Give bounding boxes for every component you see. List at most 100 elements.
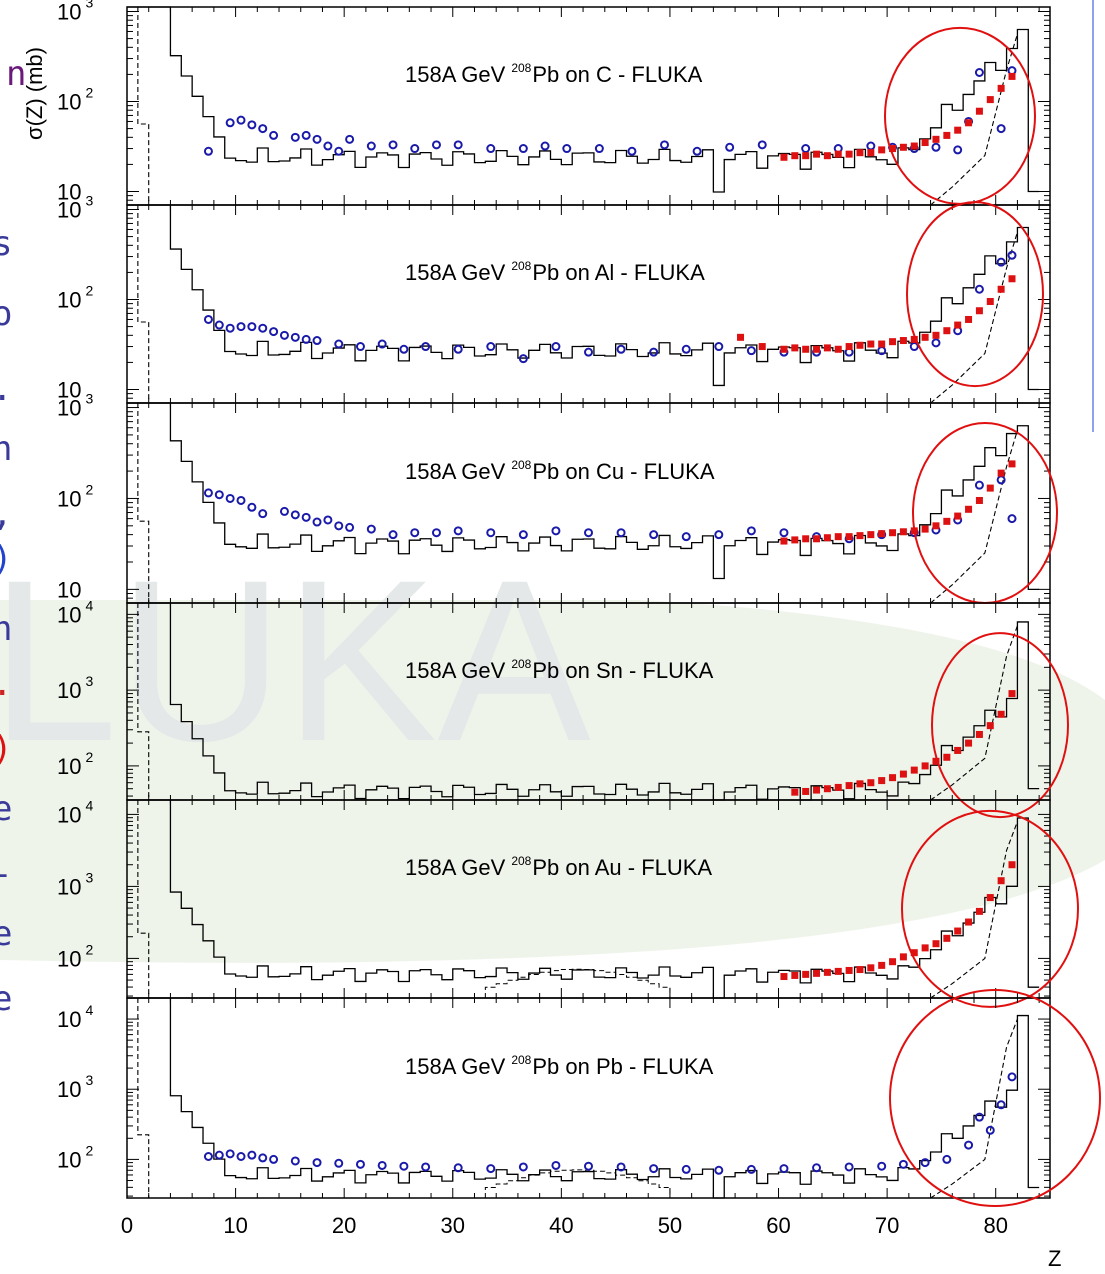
data-point-red: [867, 964, 875, 972]
data-point-red: [954, 126, 962, 134]
fluka-histogram: [127, 6, 1040, 193]
fluka-dashed-highz: [930, 231, 1018, 404]
side-char: n: [0, 609, 12, 649]
data-point-red: [867, 779, 875, 787]
data-point-red: [899, 770, 907, 778]
x-tick-label: 0: [121, 1213, 133, 1238]
data-point-blue: [540, 141, 550, 151]
data-point-red: [802, 535, 810, 543]
data-point-blue: [974, 1112, 984, 1122]
data-point-red: [932, 757, 940, 765]
data-point-blue: [236, 322, 246, 332]
side-char: s: [0, 224, 12, 264]
data-point-red: [921, 525, 929, 533]
data-point-red: [791, 536, 799, 544]
data-point-blue: [258, 124, 268, 134]
data-point-red: [780, 153, 788, 161]
fluka-dashed-lowz: [137, 603, 150, 800]
data-point-blue: [301, 130, 311, 140]
data-point-blue: [377, 339, 387, 349]
data-point-blue: [616, 1162, 626, 1172]
y-tick-label: 10 3: [57, 1072, 93, 1102]
data-point-blue: [551, 526, 561, 536]
data-point-red: [823, 785, 831, 793]
data-point-red: [943, 753, 951, 761]
data-point-blue: [518, 1162, 528, 1172]
side-char: .: [0, 369, 12, 409]
data-point-blue: [453, 526, 463, 536]
data-point-red: [932, 331, 940, 339]
data-point-red: [986, 484, 994, 492]
data-point-blue: [247, 322, 257, 332]
data-point-blue: [214, 1150, 224, 1160]
data-point-red: [921, 762, 929, 770]
data-point-blue: [334, 339, 344, 349]
data-point-blue: [812, 1163, 822, 1173]
data-point-blue: [247, 502, 257, 512]
data-point-blue: [323, 141, 333, 151]
data-point-red: [889, 774, 897, 782]
data-point-blue: [486, 144, 496, 154]
data-point-blue: [996, 124, 1006, 134]
data-point-blue: [551, 342, 561, 352]
y-tick-label: 10 4: [57, 1002, 93, 1032]
data-point-blue: [877, 1161, 887, 1171]
data-point-blue: [746, 526, 756, 536]
data-point-blue: [203, 314, 213, 324]
data-point-red: [943, 517, 951, 525]
data-point-red: [954, 927, 962, 935]
data-point-blue: [258, 1153, 268, 1163]
data-point-red: [899, 337, 907, 345]
data-point-blue: [203, 488, 213, 498]
data-point-red: [856, 780, 864, 788]
data-point-blue: [225, 323, 235, 333]
panel-title: 158A GeV 208Pb on Al - FLUKA: [405, 259, 705, 285]
data-point-red: [975, 307, 983, 315]
data-point-blue: [301, 334, 311, 344]
y-tick-label: 10: [57, 180, 81, 205]
x-tick-label: 40: [549, 1213, 573, 1238]
data-point-blue: [681, 532, 691, 542]
data-point-blue: [279, 330, 289, 340]
data-point-blue: [616, 344, 626, 354]
data-point-red: [954, 512, 962, 520]
fluka-dashed-mid: [484, 1169, 671, 1198]
data-point-blue: [355, 1159, 365, 1169]
data-point-red: [856, 966, 864, 974]
y-tick-label: 10: [57, 577, 81, 602]
data-point-red: [823, 152, 831, 160]
data-point-red: [834, 150, 842, 158]
data-point-blue: [1007, 514, 1017, 524]
data-point-blue: [920, 1158, 930, 1168]
data-point-blue: [681, 344, 691, 354]
y-tick-label: 10 3: [57, 869, 93, 899]
data-point-blue: [714, 1165, 724, 1175]
data-point-red: [791, 971, 799, 979]
data-point-red: [997, 469, 1005, 477]
data-point-red: [802, 152, 810, 160]
data-point-blue: [974, 480, 984, 490]
data-point-red: [943, 327, 951, 335]
data-point-blue: [345, 134, 355, 144]
panel-title: 158A GeV 208Pb on Au - FLUKA: [405, 854, 712, 880]
fluka-dashed-highz: [930, 625, 1018, 801]
fluka-dashed-lowz: [137, 800, 150, 998]
data-point-red: [856, 341, 864, 349]
data-point-red: [791, 152, 799, 160]
data-point-red: [975, 907, 983, 915]
data-point-blue: [269, 130, 279, 140]
fluka-dashed-highz: [930, 430, 1018, 604]
data-point-red: [813, 969, 821, 977]
fluka-histogram: [127, 402, 1040, 591]
y-tick-label: 10 3: [57, 193, 93, 223]
data-point-blue: [584, 1161, 593, 1171]
data-point-blue: [551, 1160, 561, 1170]
data-point-red: [975, 107, 983, 115]
data-point-red: [954, 746, 962, 754]
y-tick-label: 10: [57, 378, 81, 403]
data-point-red: [997, 877, 1005, 885]
data-point-blue: [660, 140, 670, 150]
side-char: e: [0, 914, 12, 954]
x-tick-label: 20: [332, 1213, 356, 1238]
side-char: ): [0, 729, 12, 769]
